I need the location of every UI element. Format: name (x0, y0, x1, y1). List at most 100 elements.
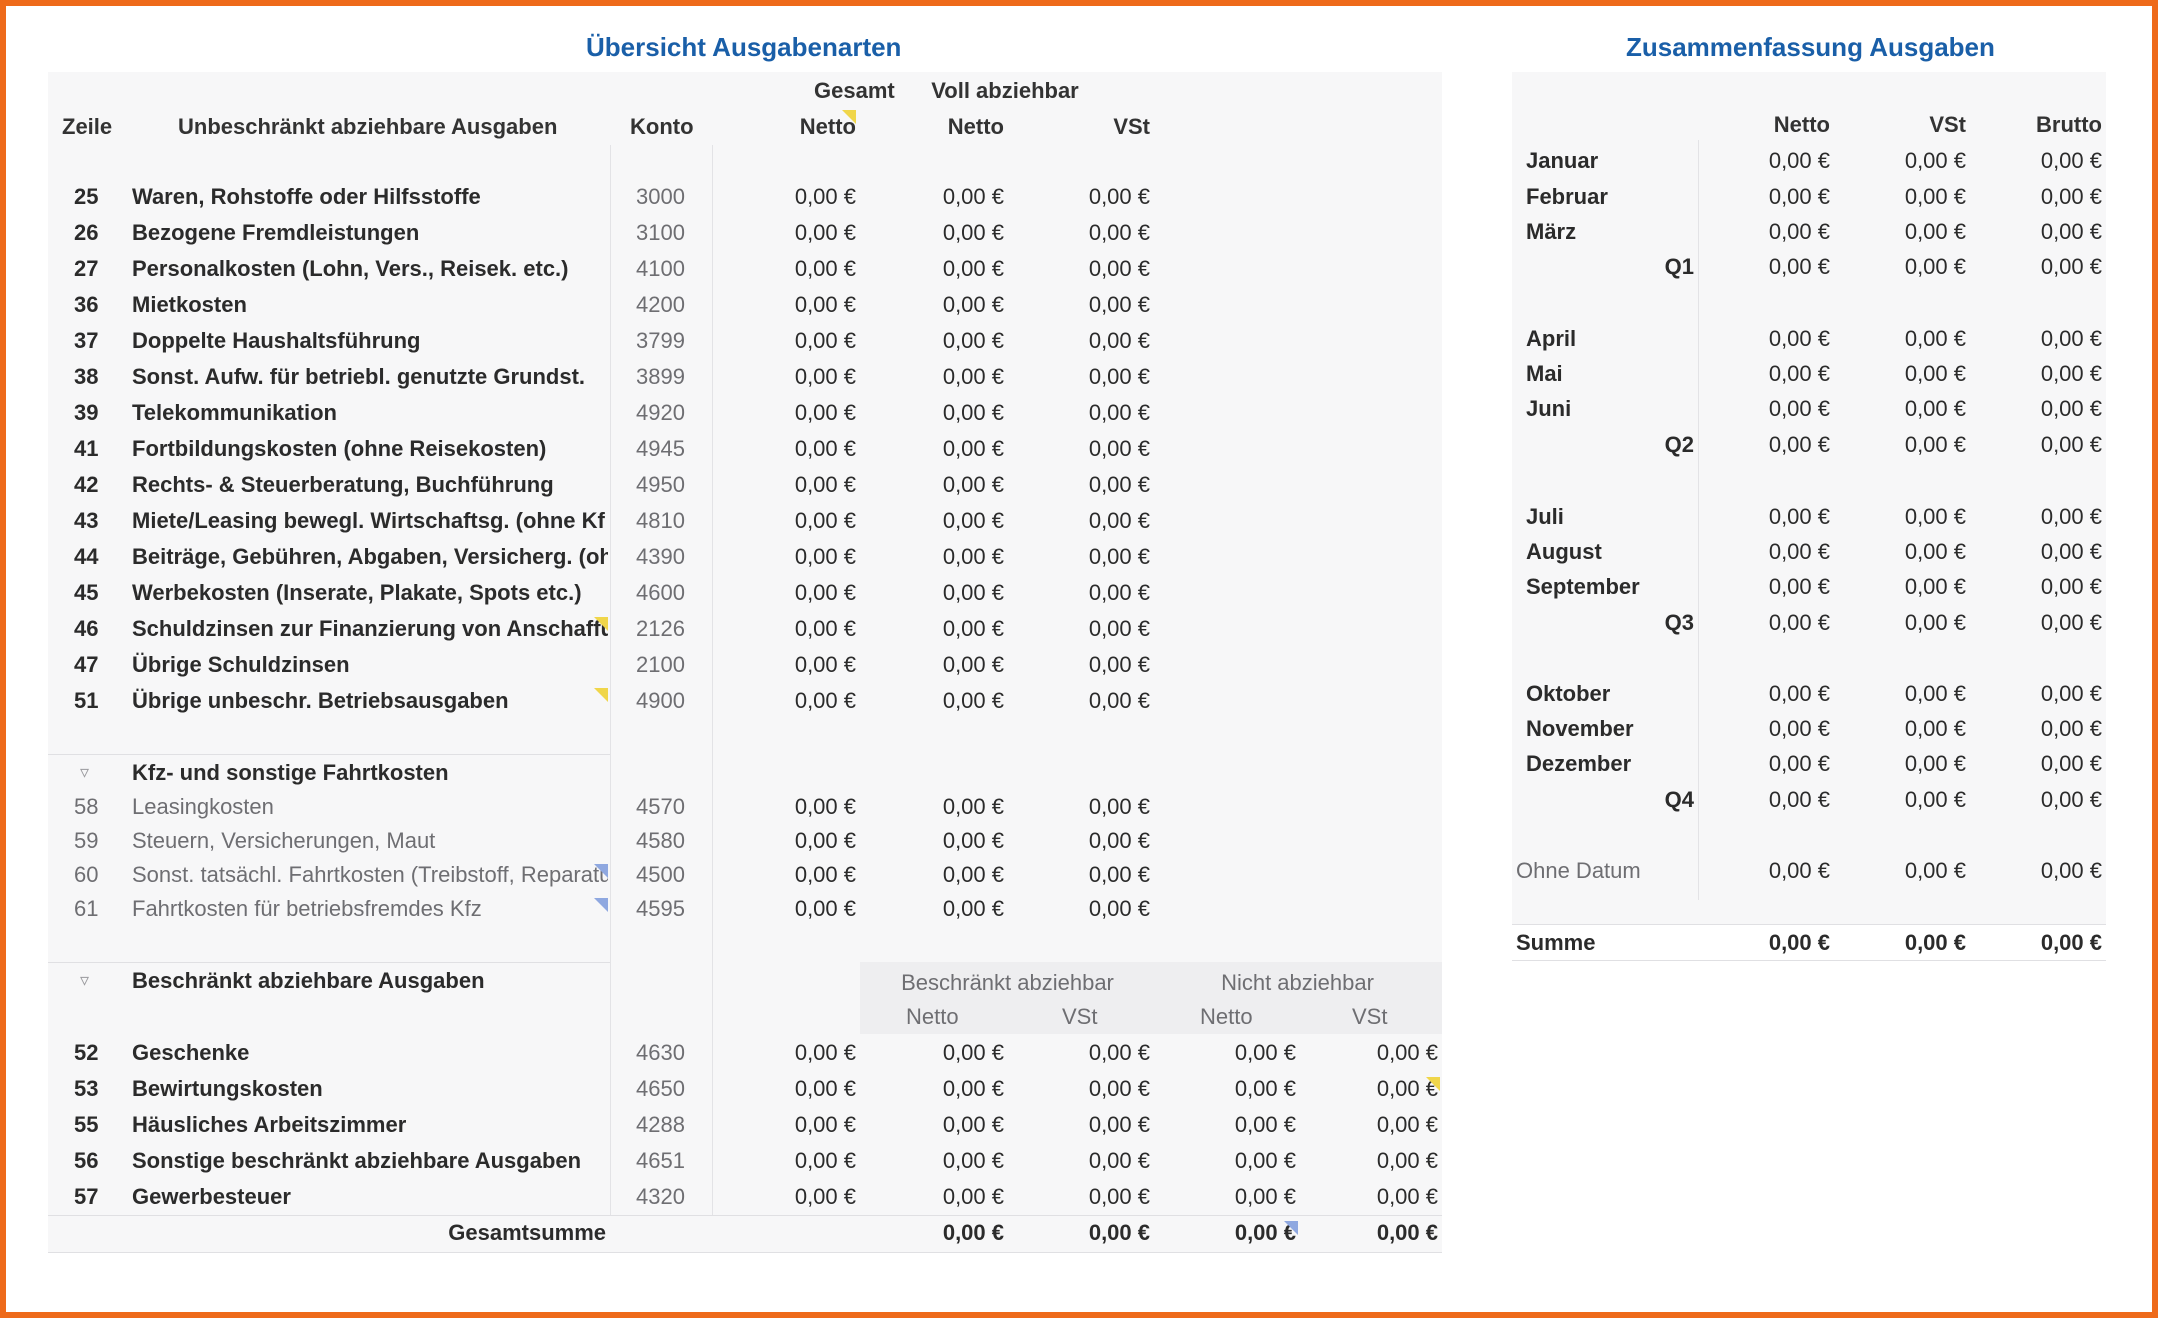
row-voll-netto[interactable]: 0,00 € (942, 794, 1004, 819)
summary-vst[interactable]: 0,00 € (1904, 432, 1966, 457)
row-nicht-netto[interactable]: 0,00 € (1234, 1040, 1296, 1065)
row-voll-vst[interactable]: 0,00 € (1088, 580, 1150, 605)
row-nicht-vst[interactable]: 0,00 € (1376, 1040, 1438, 1065)
row-voll-vst[interactable]: 0,00 € (1088, 688, 1150, 713)
row-beschr-vst[interactable]: 0,00 € (1088, 1040, 1150, 1065)
row-voll-vst[interactable]: 0,00 € (1088, 364, 1150, 389)
summary-brutto[interactable]: 0,00 € (2040, 219, 2102, 244)
summary-brutto[interactable]: 0,00 € (2040, 254, 2102, 279)
summary-brutto[interactable]: 0,00 € (2040, 787, 2102, 812)
summary-netto[interactable]: 0,00 € (1768, 574, 1830, 599)
row-voll-vst[interactable]: 0,00 € (1088, 652, 1150, 677)
row-voll-netto[interactable]: 0,00 € (942, 328, 1004, 353)
row-voll-netto[interactable]: 0,00 € (942, 616, 1004, 641)
row-voll-netto[interactable]: 0,00 € (942, 862, 1004, 887)
row-voll-netto[interactable]: 0,00 € (942, 580, 1004, 605)
row-voll-netto[interactable]: 0,00 € (942, 508, 1004, 533)
row-gesamt-netto[interactable]: 0,00 € (794, 436, 856, 461)
row-gesamt-netto[interactable]: 0,00 € (794, 292, 856, 317)
row-gesamt-netto[interactable]: 0,00 € (794, 652, 856, 677)
row-voll-netto[interactable]: 0,00 € (942, 220, 1004, 245)
row-voll-vst[interactable]: 0,00 € (1088, 220, 1150, 245)
row-gesamt-netto[interactable]: 0,00 € (794, 1112, 856, 1137)
row-voll-vst[interactable]: 0,00 € (1088, 436, 1150, 461)
row-voll-vst[interactable]: 0,00 € (1088, 616, 1150, 641)
summary-brutto[interactable]: 0,00 € (2040, 539, 2102, 564)
summary-vst[interactable]: 0,00 € (1904, 396, 1966, 421)
summary-brutto[interactable]: 0,00 € (2040, 432, 2102, 457)
summary-brutto[interactable]: 0,00 € (2040, 504, 2102, 529)
summary-netto[interactable]: 0,00 € (1768, 681, 1830, 706)
row-voll-netto[interactable]: 0,00 € (942, 652, 1004, 677)
row-voll-netto[interactable]: 0,00 € (942, 828, 1004, 853)
row-gesamt-netto[interactable]: 0,00 € (794, 1184, 856, 1209)
row-voll-netto[interactable]: 0,00 € (942, 896, 1004, 921)
summary-netto[interactable]: 0,00 € (1768, 148, 1830, 173)
row-voll-vst[interactable]: 0,00 € (1088, 292, 1150, 317)
row-beschr-vst[interactable]: 0,00 € (1088, 1148, 1150, 1173)
row-gesamt-netto[interactable]: 0,00 € (794, 580, 856, 605)
summary-brutto[interactable]: 0,00 € (2040, 396, 2102, 421)
row-voll-vst[interactable]: 0,00 € (1088, 328, 1150, 353)
row-voll-vst[interactable]: 0,00 € (1088, 828, 1150, 853)
row-voll-vst[interactable]: 0,00 € (1088, 400, 1150, 425)
summary-netto[interactable]: 0,00 € (1768, 751, 1830, 776)
row-nicht-vst[interactable]: 0,00 € (1376, 1076, 1438, 1101)
summary-brutto[interactable]: 0,00 € (2040, 574, 2102, 599)
row-voll-netto[interactable]: 0,00 € (942, 400, 1004, 425)
summary-vst[interactable]: 0,00 € (1904, 574, 1966, 599)
row-gesamt-netto[interactable]: 0,00 € (794, 256, 856, 281)
summary-netto[interactable]: 0,00 € (1768, 858, 1830, 883)
summary-netto[interactable]: 0,00 € (1768, 361, 1830, 386)
row-voll-netto[interactable]: 0,00 € (942, 184, 1004, 209)
summary-netto[interactable]: 0,00 € (1768, 610, 1830, 635)
row-voll-vst[interactable]: 0,00 € (1088, 794, 1150, 819)
row-voll-vst[interactable]: 0,00 € (1088, 508, 1150, 533)
summary-brutto[interactable]: 0,00 € (2040, 610, 2102, 635)
row-beschr-netto[interactable]: 0,00 € (942, 1040, 1004, 1065)
row-gesamt-netto[interactable]: 0,00 € (794, 862, 856, 887)
summary-vst[interactable]: 0,00 € (1904, 751, 1966, 776)
summary-netto[interactable]: 0,00 € (1768, 326, 1830, 351)
row-gesamt-netto[interactable]: 0,00 € (794, 794, 856, 819)
row-voll-netto[interactable]: 0,00 € (942, 292, 1004, 317)
summary-vst[interactable]: 0,00 € (1904, 184, 1966, 209)
row-nicht-netto[interactable]: 0,00 € (1234, 1148, 1296, 1173)
row-gesamt-netto[interactable]: 0,00 € (794, 472, 856, 497)
summary-netto[interactable]: 0,00 € (1768, 539, 1830, 564)
row-nicht-vst[interactable]: 0,00 € (1376, 1112, 1438, 1137)
collapse-chevron-icon[interactable]: ▿ (80, 762, 90, 782)
summary-netto[interactable]: 0,00 € (1768, 432, 1830, 457)
row-beschr-vst[interactable]: 0,00 € (1088, 1112, 1150, 1137)
row-gesamt-netto[interactable]: 0,00 € (794, 828, 856, 853)
row-voll-netto[interactable]: 0,00 € (942, 544, 1004, 569)
row-gesamt-netto[interactable]: 0,00 € (794, 616, 856, 641)
summary-vst[interactable]: 0,00 € (1904, 610, 1966, 635)
summary-vst[interactable]: 0,00 € (1904, 787, 1966, 812)
row-gesamt-netto[interactable]: 0,00 € (794, 508, 856, 533)
collapse-chevron-icon[interactable]: ▿ (80, 970, 90, 990)
row-gesamt-netto[interactable]: 0,00 € (794, 400, 856, 425)
summary-vst[interactable]: 0,00 € (1904, 716, 1966, 741)
summary-netto[interactable]: 0,00 € (1768, 716, 1830, 741)
summary-brutto[interactable]: 0,00 € (2040, 716, 2102, 741)
summary-netto[interactable]: 0,00 € (1768, 504, 1830, 529)
row-nicht-netto[interactable]: 0,00 € (1234, 1184, 1296, 1209)
row-gesamt-netto[interactable]: 0,00 € (794, 1148, 856, 1173)
summary-vst[interactable]: 0,00 € (1904, 326, 1966, 351)
row-voll-vst[interactable]: 0,00 € (1088, 472, 1150, 497)
row-gesamt-netto[interactable]: 0,00 € (794, 896, 856, 921)
row-gesamt-netto[interactable]: 0,00 € (794, 184, 856, 209)
summary-vst[interactable]: 0,00 € (1904, 219, 1966, 244)
row-beschr-netto[interactable]: 0,00 € (942, 1112, 1004, 1137)
row-gesamt-netto[interactable]: 0,00 € (794, 688, 856, 713)
summary-vst[interactable]: 0,00 € (1904, 504, 1966, 529)
row-voll-vst[interactable]: 0,00 € (1088, 184, 1150, 209)
summary-brutto[interactable]: 0,00 € (2040, 361, 2102, 386)
row-voll-vst[interactable]: 0,00 € (1088, 896, 1150, 921)
row-nicht-vst[interactable]: 0,00 € (1376, 1184, 1438, 1209)
row-gesamt-netto[interactable]: 0,00 € (794, 1040, 856, 1065)
row-voll-netto[interactable]: 0,00 € (942, 688, 1004, 713)
summary-brutto[interactable]: 0,00 € (2040, 148, 2102, 173)
summary-netto[interactable]: 0,00 € (1768, 254, 1830, 279)
